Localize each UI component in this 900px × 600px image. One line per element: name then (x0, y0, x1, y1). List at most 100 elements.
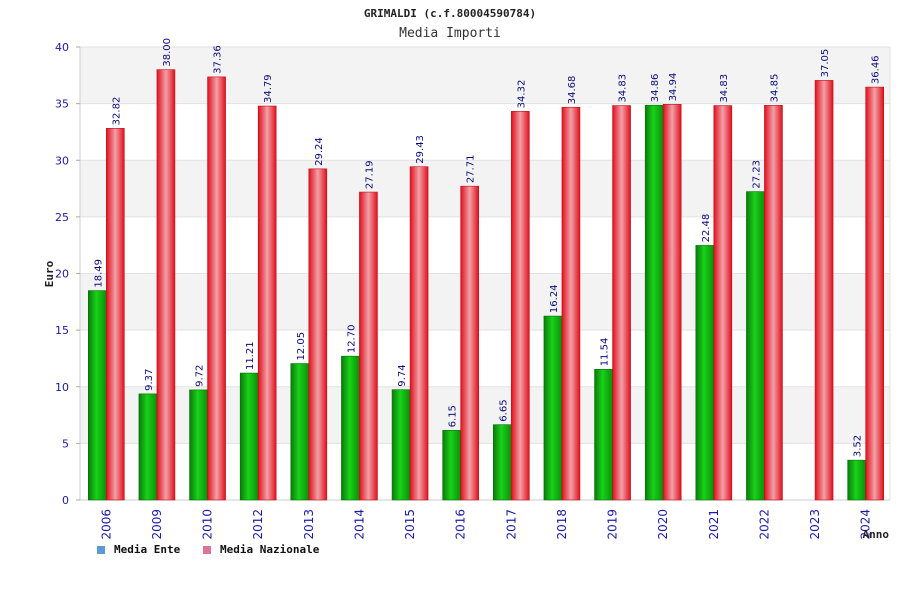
value-label: 34.32 (516, 80, 527, 109)
y-tick-label: 25 (55, 211, 69, 224)
x-tick-label: 2014 (352, 509, 366, 540)
legend-label-media-ente: Media Ente (114, 543, 181, 556)
bar-media-ente (341, 355, 360, 501)
value-label: 12.70 (346, 325, 357, 354)
bar-media-nazionale (511, 111, 530, 501)
x-tick-label: 2012 (251, 509, 265, 540)
x-axis-label: Anno (863, 528, 890, 541)
x-tick-label: 2015 (403, 509, 417, 540)
value-label: 38.00 (162, 38, 173, 67)
bar-media-ente (543, 315, 563, 501)
x-tick-label: 2006 (99, 509, 113, 540)
x-tick-label: 2018 (555, 509, 569, 540)
x-tick-label: 2024 (859, 509, 873, 540)
value-label: 16.24 (549, 284, 560, 313)
bar-media-ente (644, 104, 664, 501)
value-label: 9.72 (195, 365, 206, 387)
x-tick-label: 2022 (757, 509, 771, 540)
y-tick-label: 40 (55, 41, 69, 54)
y-tick-label: 30 (55, 154, 69, 167)
legend-swatch-media-ente (97, 546, 105, 554)
value-label: 34.83 (618, 74, 629, 103)
value-label: 34.85 (769, 74, 780, 103)
value-label: 27.23 (751, 160, 762, 189)
bar-media-nazionale (764, 105, 783, 501)
value-label: 6.65 (498, 399, 509, 421)
value-label: 29.24 (314, 137, 325, 166)
x-tick-label: 2019 (606, 509, 620, 540)
bar-media-nazionale (460, 185, 479, 501)
bar-media-ente (88, 290, 107, 501)
value-label: 34.79 (263, 74, 274, 103)
value-label: 34.68 (567, 76, 578, 105)
bar-media-ente (594, 369, 613, 501)
x-tick-label: 2016 (454, 509, 468, 540)
bar-media-ente (442, 430, 461, 501)
bar-media-ente (138, 393, 158, 501)
bar-media-ente (239, 372, 259, 501)
value-label: 37.36 (213, 45, 224, 74)
bar-media-nazionale (308, 168, 328, 501)
value-label: 34.83 (719, 74, 730, 103)
value-label: 9.37 (144, 369, 155, 391)
bar-media-nazionale (409, 166, 429, 501)
bar-media-ente (695, 245, 715, 501)
x-tick-label: 2023 (808, 509, 822, 540)
chart-title: GRIMALDI (c.f.80004590784) (364, 7, 536, 20)
bar-media-ente (847, 459, 866, 501)
y-tick-label: 10 (55, 381, 69, 394)
bars (88, 69, 884, 501)
y-tick-label: 0 (62, 494, 69, 507)
chart-subtitle: Media Importi (399, 26, 501, 41)
y-axis-label: Euro (43, 260, 56, 287)
y-tick-label: 20 (55, 268, 69, 281)
value-label: 3.52 (853, 435, 864, 457)
bar-media-nazionale (359, 191, 378, 501)
value-label: 37.05 (820, 49, 831, 78)
x-tick-label: 2021 (707, 509, 721, 540)
bar-media-nazionale (561, 106, 581, 501)
value-label: 9.74 (397, 364, 408, 386)
value-label: 18.49 (93, 259, 104, 288)
bar-media-nazionale (612, 105, 631, 501)
bar-media-nazionale (814, 80, 834, 501)
bar-media-ente (493, 424, 512, 501)
bar-media-ente (391, 389, 411, 501)
y-tick-label: 35 (55, 98, 69, 111)
value-label: 29.43 (415, 135, 426, 164)
value-label: 34.86 (650, 74, 661, 103)
bar-media-nazionale (662, 104, 682, 501)
x-tick-label: 2009 (150, 509, 164, 540)
y-tick-label: 15 (55, 324, 69, 337)
bar-media-ente (746, 191, 765, 501)
bar-media-nazionale (865, 86, 884, 501)
bar-media-nazionale (713, 105, 733, 501)
value-labels: 18.49 32.82 9.37 38.00 9.72 37.36 11.21 34.79 12… (93, 38, 881, 457)
x-tick-label: 2020 (656, 509, 670, 540)
bar-media-ente (189, 389, 208, 501)
x-tick-label: 2010 (201, 509, 215, 540)
legend-label-media-nazionale: Media Nazionale (220, 543, 320, 556)
bar-media-nazionale (207, 76, 226, 501)
value-label: 12.05 (296, 332, 307, 361)
value-label: 32.82 (111, 97, 122, 126)
y-axis-ticks: 0 5 10 15 20 25 30 35 40 (55, 41, 80, 507)
value-label: 36.46 (871, 55, 882, 84)
value-label: 22.48 (701, 214, 712, 243)
bar-media-nazionale (106, 128, 125, 501)
value-label: 34.94 (668, 73, 679, 102)
value-label: 6.15 (448, 405, 459, 427)
value-label: 11.21 (245, 341, 256, 370)
value-label: 11.54 (600, 338, 611, 367)
bar-media-ente (290, 363, 310, 501)
bar-media-nazionale (257, 105, 277, 501)
legend: Media Ente Media Nazionale (97, 543, 320, 556)
x-axis-ticks: 2006 2009 2010 2012 2013 2014 2015 2016 2017 2018… (99, 509, 872, 540)
x-tick-label: 2013 (302, 509, 316, 540)
legend-swatch-media-nazionale (203, 546, 211, 554)
value-label: 27.71 (466, 155, 477, 184)
x-tick-label: 2017 (504, 509, 518, 540)
bar-media-nazionale (156, 69, 176, 501)
value-label: 27.19 (364, 160, 375, 189)
